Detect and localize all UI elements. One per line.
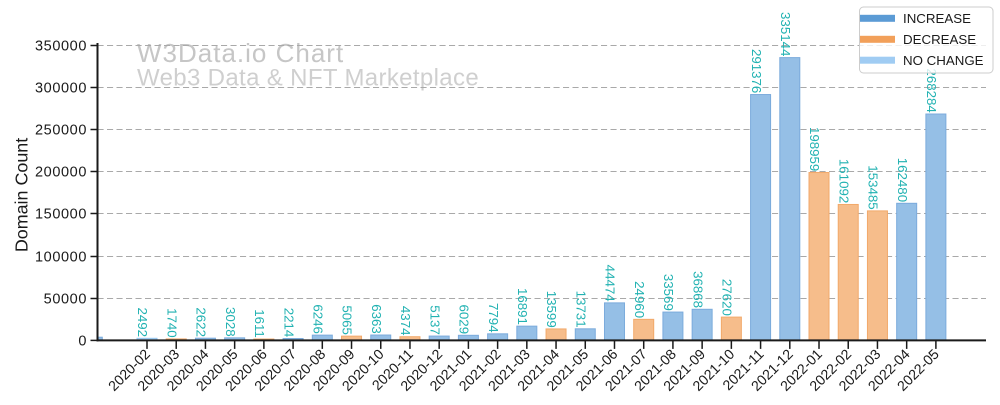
svg-text:4374: 4374	[398, 306, 413, 336]
svg-text:300000: 300000	[35, 81, 87, 97]
svg-text:24960: 24960	[632, 281, 647, 318]
svg-text:36868: 36868	[690, 271, 705, 308]
svg-text:200000: 200000	[35, 165, 87, 181]
svg-text:44474: 44474	[603, 265, 618, 302]
svg-text:NO CHANGE: NO CHANGE	[903, 53, 984, 68]
svg-text:5137: 5137	[427, 305, 442, 335]
svg-text:W3Data.io Chart: W3Data.io Chart	[137, 38, 344, 68]
svg-text:161092: 161092	[836, 159, 851, 203]
svg-text:13731: 13731	[573, 291, 588, 328]
svg-text:33569: 33569	[661, 274, 676, 311]
svg-text:268284: 268284	[924, 68, 939, 112]
svg-text:6246: 6246	[310, 304, 325, 334]
svg-text:INCREASE: INCREASE	[903, 11, 971, 26]
svg-text:27620: 27620	[720, 279, 735, 316]
svg-text:2214: 2214	[281, 308, 296, 338]
svg-text:335144: 335144	[778, 12, 793, 56]
svg-text:100000: 100000	[35, 250, 87, 266]
svg-text:13599: 13599	[544, 291, 559, 328]
svg-text:DECREASE: DECREASE	[903, 32, 976, 47]
svg-text:291376: 291376	[749, 49, 764, 93]
svg-text:2622: 2622	[194, 307, 209, 337]
svg-text:153485: 153485	[866, 165, 881, 209]
svg-text:7794: 7794	[486, 303, 501, 333]
svg-text:2492: 2492	[135, 308, 150, 338]
svg-text:3028: 3028	[223, 307, 238, 337]
svg-text:1611: 1611	[252, 309, 267, 338]
svg-text:16891: 16891	[515, 288, 530, 325]
svg-text:198959: 198959	[807, 127, 822, 171]
svg-text:Domain Count: Domain Count	[12, 138, 32, 252]
svg-text:0: 0	[78, 333, 87, 349]
svg-text:6363: 6363	[369, 304, 384, 334]
svg-text:162480: 162480	[895, 158, 910, 202]
svg-text:1740: 1740	[164, 308, 179, 338]
svg-text:150000: 150000	[35, 207, 87, 223]
svg-text:250000: 250000	[35, 123, 87, 139]
svg-text:6029: 6029	[457, 305, 472, 335]
svg-text:5065: 5065	[340, 305, 355, 335]
svg-text:350000: 350000	[35, 39, 87, 55]
svg-text:50000: 50000	[44, 292, 87, 308]
